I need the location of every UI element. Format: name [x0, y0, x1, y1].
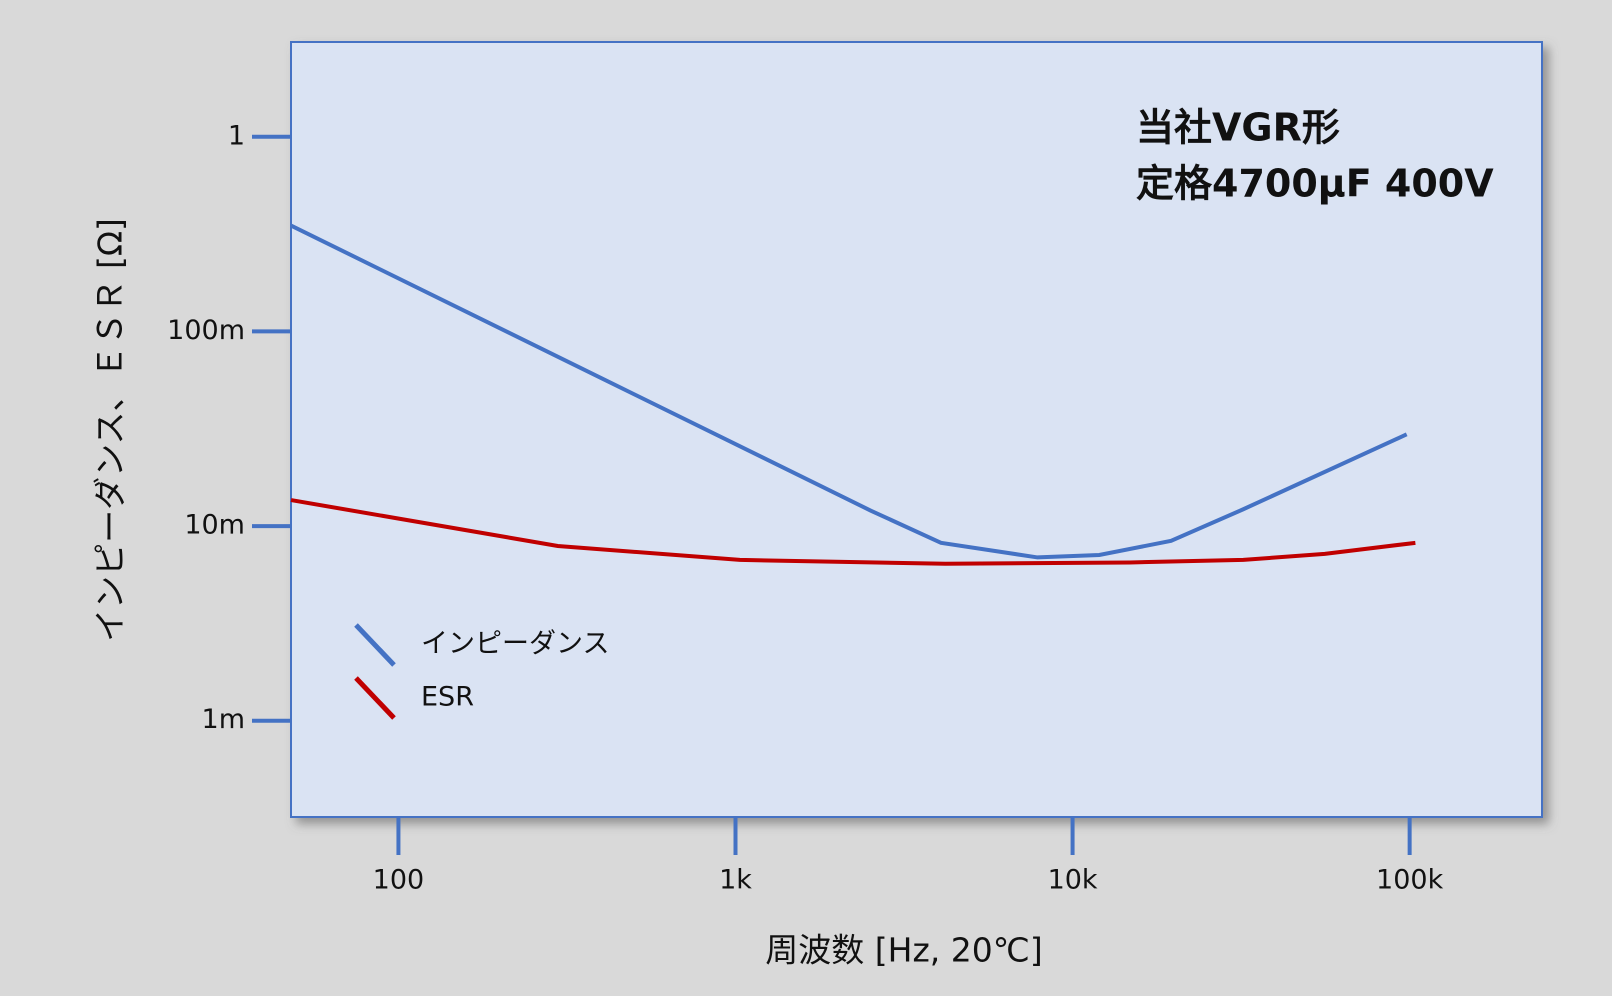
series-line — [290, 223, 1408, 560]
legend-label: インピーダンス — [421, 629, 609, 660]
x-tick-label: 100 — [373, 865, 425, 896]
y-tick-label: 10m — [184, 510, 245, 541]
x-tick-label: 10k — [1048, 865, 1098, 896]
x-axis-label: 周波数 [Hz, 20℃] — [765, 931, 1042, 970]
y-axis-label: インピーダンス、ＥＳＲ [Ω] — [91, 218, 130, 642]
legend-swatch — [354, 623, 396, 667]
legend-swatch — [354, 676, 396, 720]
annotation: 定格4700µF 400V — [1136, 162, 1494, 206]
y-tick-label: 100m — [167, 315, 245, 346]
x-tick-label: 100k — [1376, 865, 1444, 896]
annotation: 当社VGR形 — [1136, 106, 1340, 150]
y-tick-label: 1m — [202, 704, 245, 735]
plot-area — [290, 41, 1543, 818]
series-line — [290, 498, 1416, 566]
legend-label: ESR — [421, 682, 474, 713]
x-tick-label: 1k — [719, 865, 752, 896]
y-tick-label: 1 — [228, 120, 245, 151]
